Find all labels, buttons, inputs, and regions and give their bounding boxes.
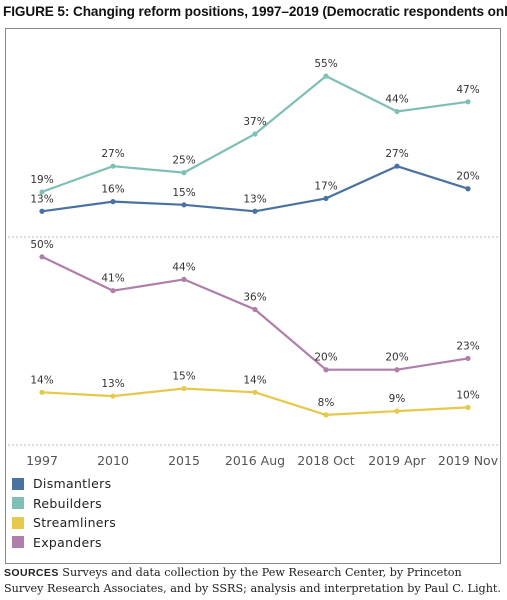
data-point-streamliners bbox=[465, 404, 471, 410]
data-label-rebuilders: 44% bbox=[385, 93, 408, 105]
data-label-dismantlers: 13% bbox=[30, 193, 53, 205]
data-point-rebuilders bbox=[394, 108, 400, 115]
data-label-streamliners: 15% bbox=[172, 371, 195, 383]
data-label-rebuilders: 37% bbox=[243, 116, 266, 128]
sources-label: SOURCES bbox=[4, 567, 59, 579]
data-label-rebuilders: 19% bbox=[30, 174, 53, 186]
legend-swatch-expanders bbox=[12, 536, 24, 549]
data-label-streamliners: 8% bbox=[318, 397, 335, 409]
data-point-rebuilders bbox=[252, 131, 258, 137]
data-label-expanders: 50% bbox=[30, 239, 53, 251]
data-point-rebuilders bbox=[39, 189, 45, 195]
data-point-expanders bbox=[252, 306, 258, 313]
data-label-streamliners: 14% bbox=[30, 374, 53, 386]
data-point-rebuilders bbox=[465, 99, 471, 105]
legend-item-dismantlers: Dismantlers bbox=[12, 474, 116, 494]
data-label-rebuilders: 25% bbox=[172, 155, 195, 167]
data-label-streamliners: 9% bbox=[389, 393, 406, 405]
data-point-expanders bbox=[110, 288, 116, 294]
chart-frame bbox=[5, 28, 501, 564]
data-point-expanders bbox=[323, 367, 329, 373]
data-point-streamliners bbox=[394, 408, 400, 414]
data-point-streamliners bbox=[181, 385, 187, 392]
data-label-rebuilders: 47% bbox=[456, 84, 479, 96]
data-point-expanders bbox=[39, 254, 45, 260]
data-label-expanders: 20% bbox=[314, 352, 337, 364]
data-label-dismantlers: 15% bbox=[172, 187, 195, 199]
legend-item-streamliners: Streamliners bbox=[12, 513, 116, 533]
chart-title: FIGURE 5: Changing reform positions, 199… bbox=[3, 4, 507, 19]
x-tick-label: 2019 Apr bbox=[368, 453, 426, 468]
legend-swatch-streamliners bbox=[12, 516, 24, 529]
sources-text: Surveys and data collection by the Pew R… bbox=[4, 566, 501, 595]
data-point-expanders bbox=[394, 367, 400, 373]
data-label-expanders: 36% bbox=[243, 292, 266, 304]
data-point-rebuilders bbox=[110, 163, 116, 169]
x-tick-label: 2010 bbox=[97, 453, 129, 468]
x-tick-label: 2016 Aug bbox=[225, 453, 285, 468]
legend-label-dismantlers: Dismantlers bbox=[33, 476, 112, 492]
legend-label-rebuilders: Rebuilders bbox=[33, 495, 102, 511]
x-tick-label: 2019 Nov bbox=[438, 453, 499, 468]
data-point-dismantlers bbox=[465, 186, 471, 192]
data-point-dismantlers bbox=[110, 199, 116, 205]
x-tick-label: 2018 Oct bbox=[297, 453, 354, 468]
data-point-dismantlers bbox=[323, 195, 329, 201]
data-point-dismantlers bbox=[252, 208, 258, 214]
data-label-streamliners: 10% bbox=[456, 389, 479, 401]
data-label-expanders: 20% bbox=[385, 352, 408, 364]
data-point-dismantlers bbox=[39, 208, 45, 214]
data-label-expanders: 41% bbox=[101, 273, 124, 285]
data-point-rebuilders bbox=[181, 170, 187, 176]
sources-note: SOURCES Surveys and data collection by t… bbox=[4, 565, 504, 596]
data-label-dismantlers: 16% bbox=[101, 184, 124, 196]
x-tick-label: 2015 bbox=[168, 453, 200, 468]
legend-swatch-dismantlers bbox=[12, 477, 24, 490]
data-point-streamliners bbox=[323, 412, 329, 418]
data-label-dismantlers: 13% bbox=[243, 193, 266, 205]
data-point-rebuilders bbox=[323, 73, 329, 79]
data-label-expanders: 44% bbox=[172, 261, 195, 273]
data-point-expanders bbox=[465, 355, 471, 362]
data-label-dismantlers: 20% bbox=[456, 171, 479, 183]
data-point-dismantlers bbox=[181, 202, 187, 208]
data-label-expanders: 23% bbox=[456, 340, 479, 352]
data-label-dismantlers: 27% bbox=[385, 148, 408, 160]
data-point-streamliners bbox=[252, 389, 258, 395]
data-label-rebuilders: 27% bbox=[101, 148, 124, 160]
legend-label-streamliners: Streamliners bbox=[33, 515, 117, 531]
legend-label-expanders: Expanders bbox=[33, 534, 102, 550]
data-point-dismantlers bbox=[394, 163, 400, 169]
data-label-dismantlers: 17% bbox=[314, 180, 337, 192]
legend-item-expanders: Expanders bbox=[12, 533, 116, 553]
legend-item-rebuilders: Rebuilders bbox=[12, 494, 116, 514]
legend: Dismantlers Rebuilders Streamliners Expa… bbox=[12, 474, 116, 552]
data-label-rebuilders: 55% bbox=[314, 58, 337, 70]
data-point-expanders bbox=[181, 276, 187, 282]
data-label-streamliners: 14% bbox=[243, 374, 266, 386]
legend-swatch-rebuilders bbox=[12, 497, 24, 510]
data-point-streamliners bbox=[110, 393, 116, 399]
x-tick-label: 1997 bbox=[26, 453, 58, 468]
data-point-streamliners bbox=[39, 389, 45, 395]
data-label-streamliners: 13% bbox=[101, 378, 124, 390]
